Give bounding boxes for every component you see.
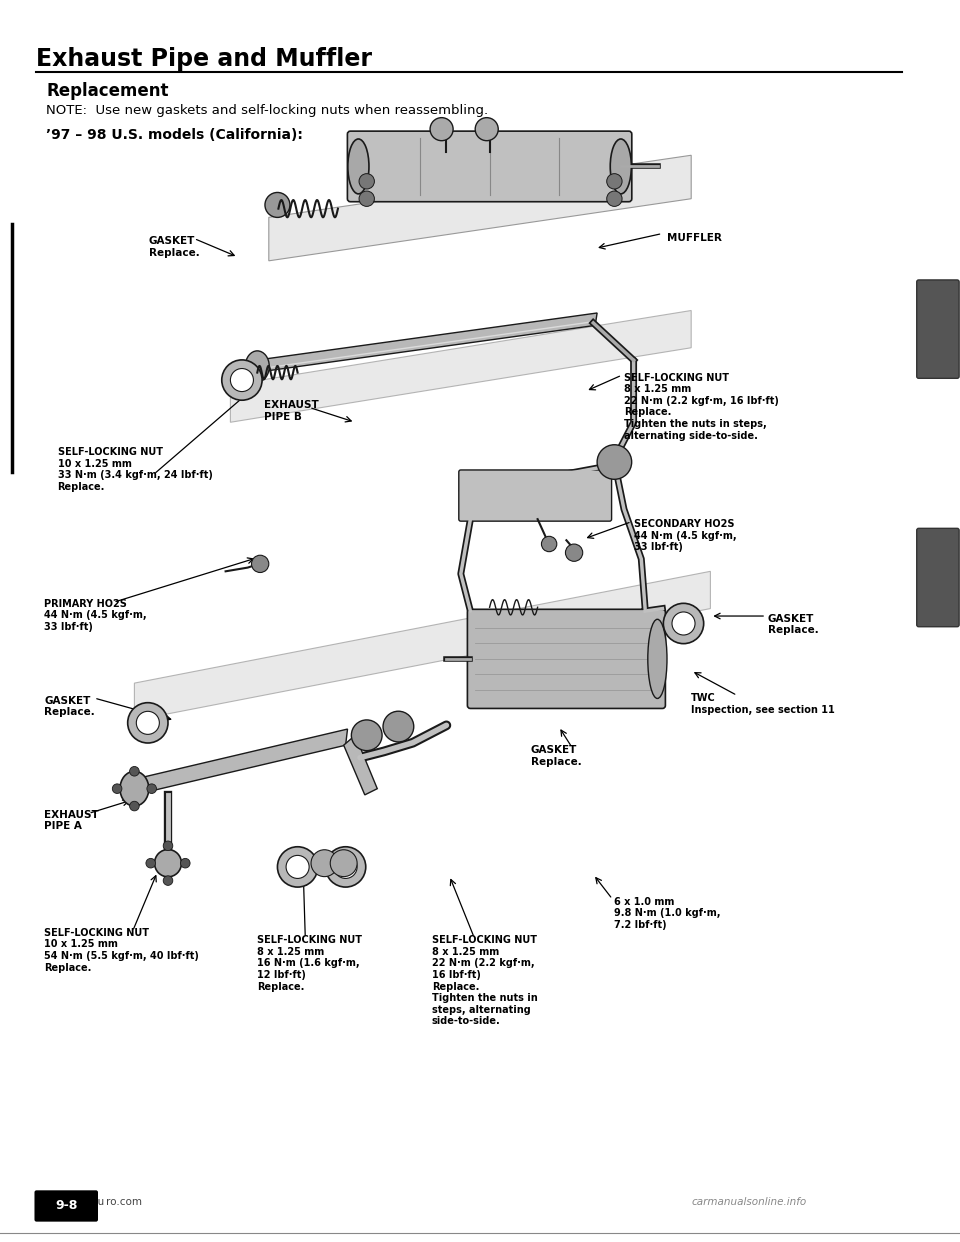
Circle shape: [330, 850, 357, 877]
Ellipse shape: [246, 351, 269, 383]
Circle shape: [541, 537, 557, 551]
Circle shape: [597, 445, 632, 479]
Circle shape: [112, 784, 122, 794]
Circle shape: [130, 766, 139, 776]
Circle shape: [334, 856, 357, 878]
Circle shape: [359, 174, 374, 189]
Circle shape: [147, 784, 156, 794]
Circle shape: [607, 191, 622, 206]
Text: GASKET
Replace.: GASKET Replace.: [149, 236, 200, 257]
Text: MUFFLER: MUFFLER: [667, 233, 722, 243]
Text: PRIMARY HO2S
44 N·m (4.5 kgf·m,
33 lbf·ft): PRIMARY HO2S 44 N·m (4.5 kgf·m, 33 lbf·f…: [44, 599, 147, 632]
Text: SELF-LOCKING NUT
8 x 1.25 mm
16 N·m (1.6 kgf·m,
12 lbf·ft)
Replace.: SELF-LOCKING NUT 8 x 1.25 mm 16 N·m (1.6…: [257, 935, 362, 991]
Circle shape: [252, 555, 269, 573]
Circle shape: [607, 174, 622, 189]
FancyBboxPatch shape: [917, 528, 959, 627]
Text: SECONDARY HO2S
44 N·m (4.5 kgf·m,
33 lbf·ft): SECONDARY HO2S 44 N·m (4.5 kgf·m, 33 lbf…: [634, 519, 736, 553]
Text: 6 x 1.0 mm
9.8 N·m (1.0 kgf·m,
7.2 lbf·ft): 6 x 1.0 mm 9.8 N·m (1.0 kgf·m, 7.2 lbf·f…: [614, 897, 721, 930]
Ellipse shape: [348, 139, 369, 194]
Circle shape: [146, 858, 156, 868]
Circle shape: [180, 858, 190, 868]
Text: ro.com: ro.com: [106, 1197, 142, 1207]
Polygon shape: [254, 313, 597, 373]
Text: 9-8: 9-8: [55, 1200, 78, 1212]
FancyBboxPatch shape: [468, 610, 665, 708]
Polygon shape: [230, 310, 691, 422]
Text: Replacement: Replacement: [46, 82, 169, 99]
Text: SELF-LOCKING NUT
8 x 1.25 mm
22 N·m (2.2 kgf·m,
16 lbf·ft)
Replace.
Tighten the : SELF-LOCKING NUT 8 x 1.25 mm 22 N·m (2.2…: [432, 935, 538, 1026]
Circle shape: [359, 191, 374, 206]
FancyBboxPatch shape: [917, 279, 959, 379]
Circle shape: [672, 612, 695, 635]
Polygon shape: [269, 155, 691, 261]
Circle shape: [286, 856, 309, 878]
Text: EXHAUST
PIPE B: EXHAUST PIPE B: [264, 400, 319, 421]
Circle shape: [475, 118, 498, 140]
Text: nu: nu: [91, 1197, 105, 1207]
Text: GASKET
Replace.: GASKET Replace.: [531, 745, 582, 766]
Text: ’97 – 98 U.S. models (California):: ’97 – 98 U.S. models (California):: [46, 128, 303, 142]
Circle shape: [351, 720, 382, 750]
Text: Exhaust Pipe and Muffler: Exhaust Pipe and Muffler: [36, 47, 372, 71]
Polygon shape: [134, 571, 710, 720]
Circle shape: [163, 841, 173, 851]
Circle shape: [265, 193, 290, 217]
Circle shape: [663, 604, 704, 643]
Text: EXHAUST
PIPE A: EXHAUST PIPE A: [44, 810, 99, 831]
FancyBboxPatch shape: [35, 1190, 98, 1222]
Text: www.er: www.er: [36, 1197, 75, 1207]
Circle shape: [325, 847, 366, 887]
Text: TWC
Inspection, see section 11: TWC Inspection, see section 11: [691, 693, 835, 714]
Polygon shape: [134, 729, 348, 795]
Text: SELF-LOCKING NUT
10 x 1.25 mm
33 N·m (3.4 kgf·m, 24 lbf·ft)
Replace.: SELF-LOCKING NUT 10 x 1.25 mm 33 N·m (3.…: [58, 447, 212, 492]
Text: SELF-LOCKING NUT
8 x 1.25 mm
22 N·m (2.2 kgf·m, 16 lbf·ft)
Replace.
Tighten the : SELF-LOCKING NUT 8 x 1.25 mm 22 N·m (2.2…: [624, 373, 779, 441]
Circle shape: [383, 712, 414, 741]
Circle shape: [430, 118, 453, 140]
Polygon shape: [344, 735, 377, 795]
Circle shape: [311, 850, 338, 877]
FancyBboxPatch shape: [348, 132, 632, 201]
FancyBboxPatch shape: [459, 469, 612, 522]
Ellipse shape: [120, 771, 149, 806]
Text: carmanualsonline.info: carmanualsonline.info: [691, 1197, 806, 1207]
Text: SELF-LOCKING NUT
10 x 1.25 mm
54 N·m (5.5 kgf·m, 40 lbf·ft)
Replace.: SELF-LOCKING NUT 10 x 1.25 mm 54 N·m (5.…: [44, 928, 199, 972]
Text: NOTE:  Use new gaskets and self-locking nuts when reassembling.: NOTE: Use new gaskets and self-locking n…: [46, 104, 489, 117]
Circle shape: [277, 847, 318, 887]
Circle shape: [230, 369, 253, 391]
Circle shape: [136, 712, 159, 734]
Circle shape: [130, 801, 139, 811]
Text: GASKET
Replace.: GASKET Replace.: [44, 696, 95, 717]
Circle shape: [163, 876, 173, 886]
Circle shape: [128, 703, 168, 743]
Circle shape: [565, 544, 583, 561]
Ellipse shape: [648, 620, 667, 698]
Ellipse shape: [155, 850, 181, 877]
Circle shape: [222, 360, 262, 400]
Text: GASKET
Replace.: GASKET Replace.: [768, 614, 819, 635]
Ellipse shape: [611, 139, 632, 194]
